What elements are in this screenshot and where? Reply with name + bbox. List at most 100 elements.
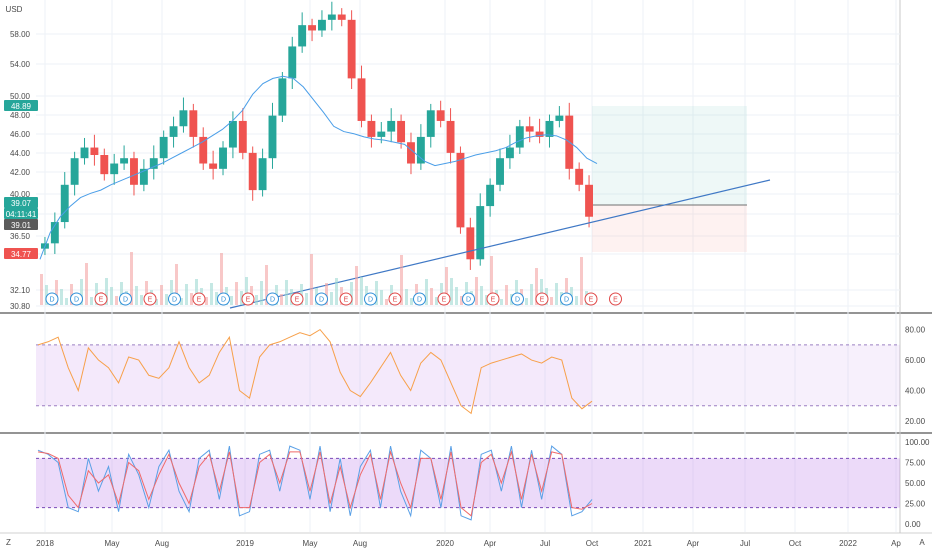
candle-body: [219, 147, 227, 169]
osc2-y-tick: 50.00: [905, 479, 926, 488]
volume-bar: [330, 292, 333, 305]
volume-bar: [140, 295, 143, 305]
candle-body: [120, 158, 129, 164]
volume-bar: [530, 284, 533, 305]
oscillator-band: [36, 458, 900, 508]
candle-body: [416, 136, 425, 164]
currency-label: USD: [6, 5, 23, 14]
volume-bar: [430, 288, 433, 305]
volume-bar: [190, 293, 193, 305]
dividend-marker: [266, 292, 279, 306]
dividend-marker: [462, 292, 475, 306]
x-tick-label: Ap: [891, 539, 901, 548]
volume-bar: [385, 299, 388, 305]
candle-body: [555, 115, 564, 121]
x-tick-label: Oct: [789, 539, 802, 548]
volume-bar: [210, 283, 213, 305]
earnings-marker: [486, 292, 500, 306]
candle-body: [387, 120, 396, 132]
volume-bar: [135, 286, 138, 305]
volume-bar: [310, 254, 313, 305]
price-tag: [4, 197, 38, 208]
earnings-marker: [143, 292, 157, 306]
event-marker-label: D: [49, 297, 54, 304]
earnings-marker: [535, 292, 549, 306]
y-tick-label: 46.00: [10, 130, 31, 139]
earnings-marker: [94, 292, 108, 306]
moving-average-line: [39, 75, 598, 260]
candle-body: [535, 131, 544, 137]
candle-body: [357, 78, 366, 121]
volume-bar: [105, 278, 108, 305]
volume-bar: [485, 295, 488, 305]
candle-body: [228, 120, 237, 148]
volume-bar: [195, 279, 198, 305]
osc2-y-tick: 25.00: [905, 500, 926, 509]
volume-bar: [160, 285, 163, 305]
candle-body: [268, 115, 277, 159]
event-marker-label: E: [491, 297, 496, 304]
osc1-y-tick: 20.00: [905, 417, 926, 426]
candle-body: [110, 163, 119, 175]
candle-body: [446, 120, 455, 153]
y-tick-label: 58.00: [10, 30, 31, 39]
candle-body: [436, 110, 445, 121]
volume-bar: [180, 298, 183, 305]
candle-body: [426, 110, 435, 137]
candle-body: [238, 120, 247, 153]
volume-bar: [580, 257, 583, 305]
candle-body: [248, 152, 257, 191]
x-tick-label: Aug: [155, 539, 169, 548]
earnings-marker: [609, 292, 622, 306]
volume-bar: [535, 268, 538, 305]
timezone-button: Z: [6, 538, 11, 547]
candle-body: [308, 25, 316, 31]
price-tag-text: 48.89: [11, 102, 32, 111]
volume-bar: [235, 282, 238, 305]
x-tick-label: 2020: [436, 539, 454, 548]
event-marker-label: D: [221, 297, 226, 304]
candle-body: [515, 126, 524, 148]
event-marker-label: E: [540, 297, 545, 304]
volume-bar: [40, 274, 43, 305]
y-tick-label: 30.80: [10, 302, 31, 311]
event-marker-label: D: [564, 297, 569, 304]
oscillator1-line: [37, 328, 593, 415]
volume-bar: [175, 264, 178, 305]
volume-bar: [60, 289, 63, 305]
y-tick-label: 36.50: [10, 232, 31, 241]
event-marker-label: D: [515, 297, 520, 304]
volume-bar: [540, 279, 543, 305]
dividend-marker: [45, 292, 59, 306]
y-tick-label: 32.10: [10, 286, 31, 295]
event-marker-label: D: [417, 297, 422, 304]
trendline: [229, 179, 771, 309]
volume-bar: [130, 252, 133, 305]
volume-bar: [355, 266, 358, 305]
x-tick-label: May: [302, 539, 317, 548]
y-tick-label: 42.00: [10, 168, 31, 177]
candle-body: [149, 158, 158, 169]
osc1-y-tick: 40.00: [905, 387, 926, 396]
candle-body: [258, 158, 267, 191]
volume-bar: [575, 296, 578, 305]
candle-body: [60, 184, 69, 223]
volume-bar: [185, 284, 188, 305]
osc1-y-tick: 80.00: [905, 326, 926, 335]
volume-bar: [90, 297, 93, 305]
volume-bar: [155, 299, 158, 305]
y-tick-label: 48.00: [10, 111, 31, 120]
volume-bar: [505, 285, 508, 305]
candle-body: [496, 158, 504, 185]
candle-body: [189, 110, 198, 137]
volume-bar: [565, 278, 568, 305]
price-tag: [4, 219, 38, 230]
candle-body: [505, 147, 514, 159]
price-tag-text: 34.77: [11, 250, 32, 259]
x-tick-label: Apr: [484, 539, 497, 548]
stop-zone: [592, 205, 747, 252]
oscillator-band: [36, 344, 592, 406]
dividend-marker: [217, 292, 230, 306]
candle-body: [337, 14, 346, 20]
